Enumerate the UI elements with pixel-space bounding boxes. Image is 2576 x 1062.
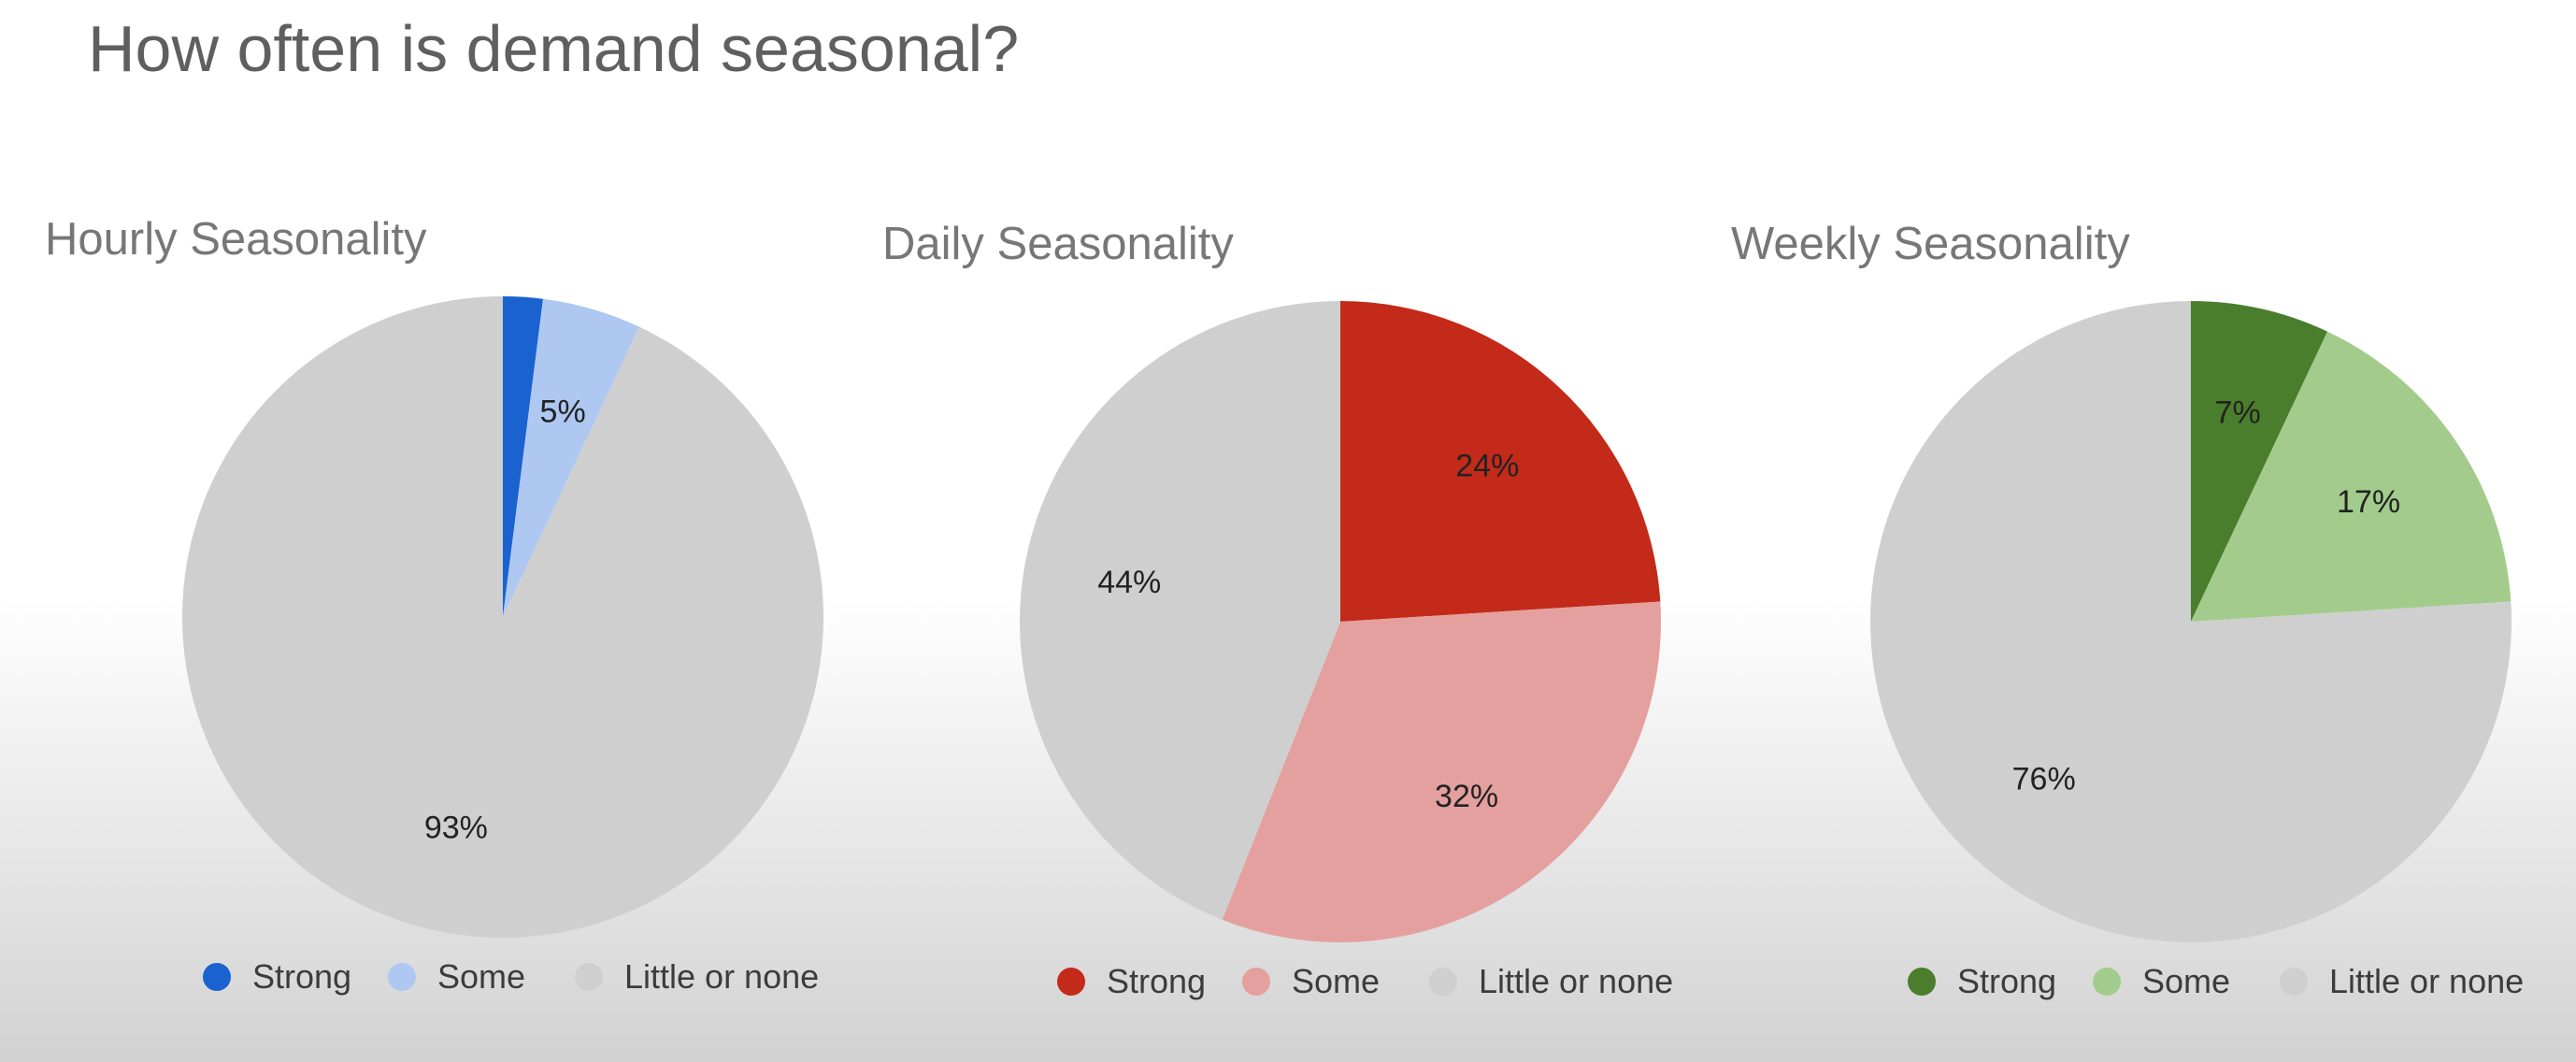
weekly-legend-strong: Strong [1957,962,2056,1000]
daily-slice-strong [1340,301,1661,622]
daily-legend-strong: Strong [1107,962,1206,1000]
hourly-chart-title: Hourly Seasonality [45,214,427,265]
daily-legend-swatch-some [1242,968,1270,996]
hourly-label-little-or-none: 93% [424,810,488,845]
daily-legend-some: Some [1292,962,1380,1000]
hourly-legend-little-or-none: Little or none [624,957,819,996]
daily-label-some: 32% [1435,779,1498,814]
hourly-legend-swatch-some [388,963,416,991]
hourly-legend-strong: Strong [252,957,351,996]
weekly-label-little-or-none: 76% [2012,762,2076,797]
hourly-legend-some: Some [437,957,525,996]
weekly-chart-title: Weekly Seasonality [1731,219,2130,269]
daily-slice-little-or-none [1020,301,1340,920]
daily-label-little-or-none: 44% [1097,565,1161,600]
daily-slice-some [1222,601,1661,942]
weekly-legend-little-or-none: Little or none [2329,962,2524,1000]
hourly-slice-some [503,298,640,617]
weekly-legend-some: Some [2142,962,2230,1000]
hourly-slice-strong [503,296,543,617]
daily-label-strong: 24% [1455,448,1519,483]
daily-legend-little-or-none: Little or none [1479,962,1673,1000]
weekly-slice-some [2191,331,2512,622]
weekly-slice-strong [2191,301,2328,622]
hourly-label-some: 5% [540,394,586,429]
weekly-slice-little-or-none [1870,301,2512,943]
weekly-legend-swatch-strong [1908,968,1936,996]
weekly-label-some: 17% [2337,484,2400,520]
hourly-slice-little-or-none [181,296,823,939]
daily-chart-title: Daily Seasonality [882,219,1234,269]
weekly-label-strong: 7% [2215,395,2261,431]
daily-legend-swatch-strong [1057,968,1085,996]
hourly-legend-swatch-strong [203,963,231,991]
page-title: How often is demand seasonal? [88,12,1020,85]
weekly-legend-swatch-some [2093,968,2121,996]
hourly-legend-swatch-little-or-none [575,963,603,991]
daily-legend-swatch-little-or-none [1429,968,1457,996]
weekly-legend-swatch-little-or-none [2280,968,2308,996]
